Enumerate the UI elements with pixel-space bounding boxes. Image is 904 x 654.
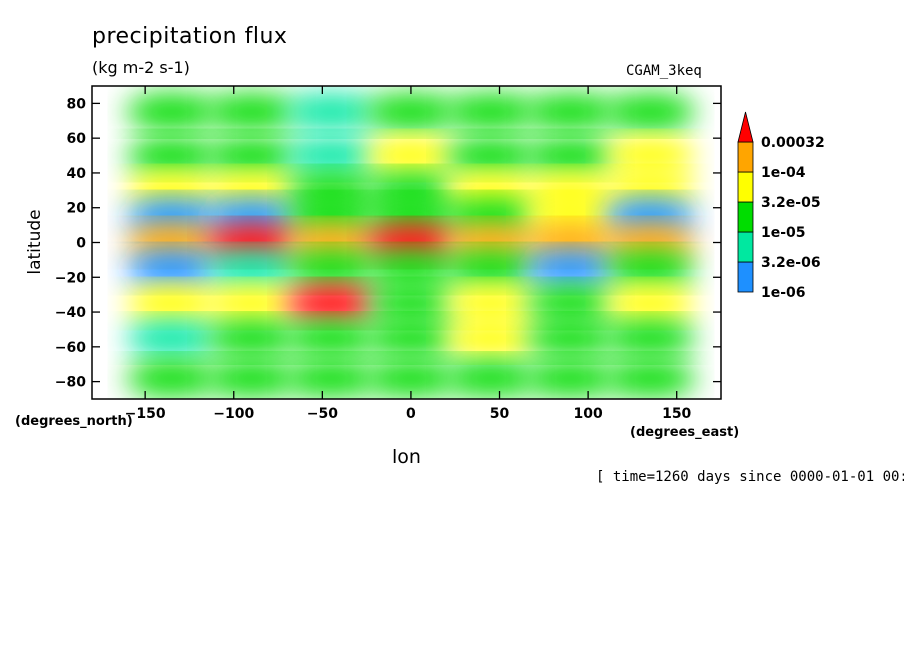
field-cell <box>604 249 696 288</box>
field-cell <box>524 136 617 175</box>
colorbar: 1e-06 3.2e-06 1e-05 3.2e-05 1e-04 0.00032 <box>737 111 825 301</box>
field-cell <box>205 284 298 323</box>
field-cell <box>524 249 617 288</box>
field-cell <box>444 136 537 175</box>
field-cell <box>285 249 378 288</box>
colorbar-swatch <box>737 201 754 233</box>
field-cell <box>604 359 696 398</box>
field-cell <box>524 319 617 358</box>
chart-units: (kg m-2 s-1) <box>92 58 190 77</box>
x-axis: −150 −100 −50 0 50 100 150 <box>125 86 692 422</box>
field-cells <box>125 92 696 398</box>
plot-area <box>91 85 722 400</box>
colorbar-label: 1e-04 <box>761 165 806 181</box>
field-cell <box>365 359 457 398</box>
field-cell <box>444 319 537 358</box>
field-cell <box>285 319 378 358</box>
field-cell <box>125 136 218 175</box>
field-cell <box>365 92 457 132</box>
y-axis: 80 60 40 20 0 −20 −40 −60 −80 <box>55 96 721 391</box>
field-cell <box>444 284 537 323</box>
field-cell <box>365 319 457 358</box>
field-cell <box>125 284 218 323</box>
y-tick-label: 0 <box>76 236 86 252</box>
field-cell <box>205 249 298 288</box>
field-cell <box>365 249 457 288</box>
colorbar-label: 3.2e-06 <box>761 255 821 271</box>
field-cell <box>125 249 218 288</box>
field-cell <box>125 319 218 358</box>
field-cell <box>524 92 617 132</box>
colorbar-label: 3.2e-05 <box>761 195 821 211</box>
x-axis-units: (degrees_east) <box>630 425 740 440</box>
y-tick-label: −60 <box>55 340 86 356</box>
colorbar-arrow <box>737 111 754 143</box>
chart-title: precipitation flux <box>92 24 288 49</box>
field-cell <box>604 92 696 132</box>
field-cell <box>444 92 537 132</box>
y-tick-label: −20 <box>55 270 86 286</box>
run-label: CGAM_3keq <box>626 63 702 79</box>
field-cell <box>205 136 298 175</box>
y-tick-label: −40 <box>55 305 86 321</box>
field-cell <box>365 136 457 175</box>
field-cell <box>205 92 298 132</box>
field-cell <box>125 92 218 132</box>
field-cell <box>125 359 218 398</box>
colorbar-label: 1e-06 <box>761 285 806 301</box>
x-tick-label: −100 <box>213 406 254 422</box>
field-cell <box>604 319 696 358</box>
field-cell <box>205 359 298 398</box>
field-cell <box>604 136 696 175</box>
field-cell <box>205 319 298 358</box>
y-tick-label: −80 <box>55 375 86 391</box>
field-cell <box>524 359 617 398</box>
x-tick-label: 150 <box>662 406 691 422</box>
colorbar-label: 0.00032 <box>761 135 825 151</box>
x-tick-label: 100 <box>573 406 602 422</box>
y-tick-label: 40 <box>67 166 87 182</box>
x-tick-label: 50 <box>490 406 510 422</box>
field-cell <box>444 249 537 288</box>
field-cell <box>524 284 617 323</box>
field-cell <box>285 136 378 175</box>
colorbar-swatch <box>737 171 754 203</box>
colorbar-swatch <box>737 231 754 263</box>
field-cell <box>285 284 378 323</box>
colorbar-swatch <box>737 261 754 293</box>
colorbar-swatch <box>737 141 754 173</box>
field-cell <box>604 284 696 323</box>
time-info: [ time=1260 days since 0000-01-01 00:0 <box>596 469 904 485</box>
field-cell <box>285 92 378 132</box>
x-tick-label: −150 <box>125 406 166 422</box>
x-axis-label: lon <box>392 446 421 468</box>
field-cell <box>285 359 378 398</box>
y-tick-label: 20 <box>67 201 87 217</box>
y-tick-label: 60 <box>67 131 87 147</box>
field-cell <box>365 284 457 323</box>
colorbar-label: 1e-05 <box>761 225 806 241</box>
y-axis-units: (degrees_north) <box>15 414 133 429</box>
x-tick-label: −50 <box>307 406 338 422</box>
x-tick-label: 0 <box>406 406 416 422</box>
field-cell <box>444 359 537 398</box>
y-tick-label: 80 <box>67 96 87 112</box>
